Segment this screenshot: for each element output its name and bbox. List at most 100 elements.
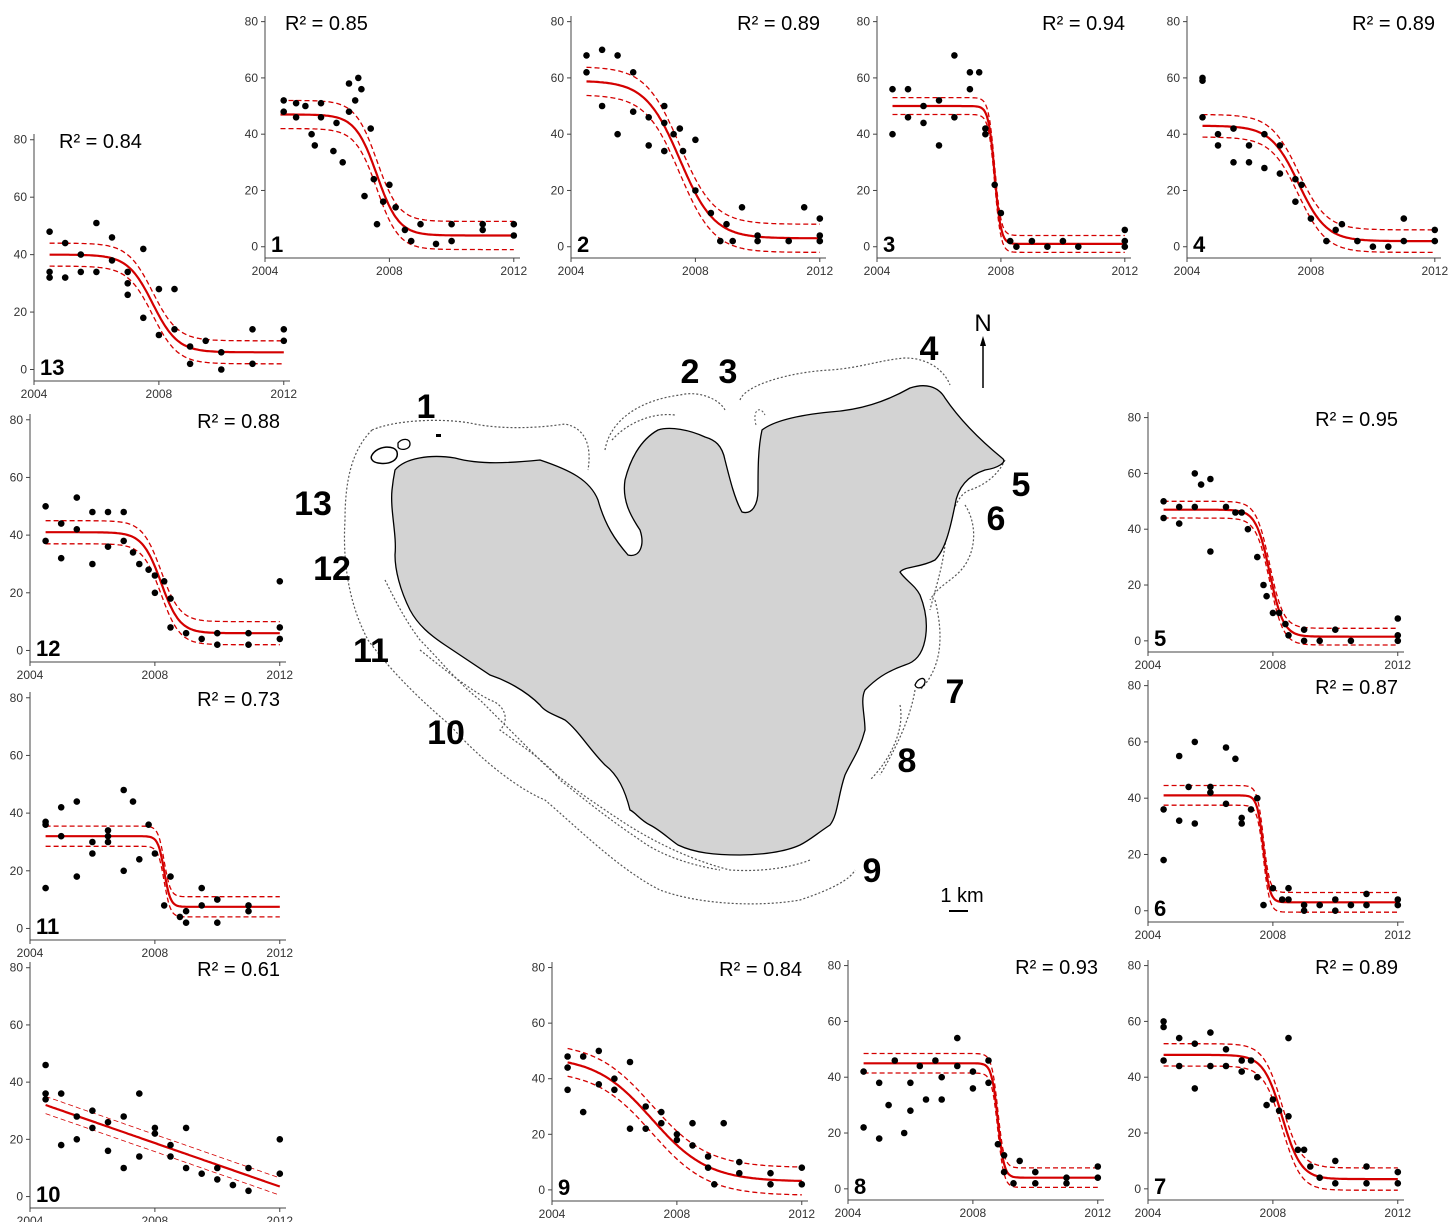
panel-site-8: 0 20 40 60 80 2004 2008 2012 R² = 0.93 8 — [828, 957, 1112, 1220]
data-point — [1347, 637, 1355, 645]
data-point — [171, 326, 178, 333]
map-site-label-11: 11 — [353, 632, 389, 670]
data-point — [689, 1119, 696, 1127]
data-point — [1254, 1073, 1261, 1081]
data-point — [991, 181, 998, 189]
data-point — [167, 624, 174, 631]
data-point — [214, 1164, 221, 1172]
data-point — [985, 1057, 992, 1064]
data-point — [692, 187, 699, 194]
y-tick-label: 40 — [551, 127, 565, 141]
data-point — [276, 578, 284, 585]
data-point — [160, 578, 168, 585]
data-point — [1199, 114, 1206, 121]
y-tick-label: 80 — [14, 133, 28, 147]
data-point — [907, 1107, 914, 1114]
data-point — [785, 237, 792, 245]
y-tick-label: 20 — [14, 305, 28, 319]
data-point — [1285, 1113, 1292, 1120]
fit-line — [1163, 508, 1398, 638]
data-point — [214, 896, 221, 903]
confidence-upper — [586, 66, 820, 225]
data-point — [611, 1086, 618, 1094]
data-point — [182, 919, 190, 926]
fit-line — [45, 531, 280, 635]
data-point — [723, 220, 730, 228]
y-tick-label: 60 — [1167, 71, 1181, 85]
data-point — [658, 1119, 665, 1127]
y-tick-label: 60 — [10, 1018, 24, 1032]
confidence-lower — [45, 543, 280, 646]
data-point — [889, 130, 896, 138]
data-point — [1261, 164, 1268, 172]
data-point — [767, 1169, 774, 1177]
data-point — [57, 804, 65, 811]
site-number: 4 — [1193, 232, 1206, 257]
data-point — [626, 1058, 634, 1066]
data-point — [176, 913, 184, 921]
data-point — [202, 337, 209, 345]
data-point — [42, 503, 49, 510]
data-point — [214, 629, 221, 637]
data-point — [1160, 498, 1167, 505]
fit-line — [1163, 1053, 1398, 1181]
map-site-label-2: 2 — [681, 353, 700, 391]
data-point — [1431, 226, 1439, 234]
data-point — [89, 560, 96, 568]
data-point — [167, 873, 174, 880]
x-tick-label: 2008 — [146, 387, 173, 401]
data-point — [907, 1079, 914, 1087]
r2-label: R² = 0.84 — [719, 959, 802, 981]
data-point — [629, 69, 637, 76]
data-point — [982, 125, 989, 132]
data-point — [155, 331, 163, 339]
data-point — [1245, 142, 1253, 149]
data-point — [1160, 1018, 1167, 1025]
r2-label: R² = 0.89 — [1315, 957, 1398, 979]
r2-label: R² = 0.95 — [1315, 409, 1398, 431]
y-tick-label: 80 — [10, 961, 24, 975]
y-tick-label: 60 — [10, 748, 24, 762]
data-point — [1394, 1168, 1402, 1176]
data-point — [985, 1079, 992, 1087]
data-point — [816, 215, 824, 222]
data-point — [160, 902, 168, 909]
data-point — [198, 1170, 205, 1177]
site-number: 10 — [36, 1182, 60, 1207]
data-point — [1238, 1068, 1245, 1075]
x-tick-label: 2004 — [1135, 928, 1162, 942]
inner-boundary-west — [384, 579, 811, 872]
y-tick-label: 20 — [10, 1132, 24, 1146]
data-point — [676, 125, 684, 132]
data-point — [935, 97, 943, 104]
y-tick-label: 0 — [1134, 634, 1141, 648]
data-point — [645, 114, 652, 121]
data-point — [104, 832, 112, 840]
data-point — [218, 366, 225, 373]
data-point — [1300, 901, 1308, 909]
data-point — [1207, 1062, 1214, 1070]
data-point — [167, 595, 174, 602]
data-point — [140, 314, 147, 322]
data-point — [1332, 1180, 1339, 1187]
confidence-upper — [45, 1096, 280, 1179]
r2-label: R² = 0.88 — [197, 411, 280, 433]
data-point — [1063, 1180, 1070, 1187]
data-point — [1316, 1174, 1323, 1181]
data-point — [564, 1086, 571, 1094]
data-point — [1232, 755, 1239, 763]
data-point — [1275, 1107, 1283, 1114]
data-point — [1222, 1062, 1230, 1070]
data-point — [1269, 884, 1277, 892]
y-tick-label: 20 — [1128, 1126, 1142, 1140]
data-point — [1175, 752, 1183, 760]
y-tick-label: 20 — [532, 1127, 546, 1141]
data-point — [1160, 806, 1167, 813]
data-point — [738, 204, 746, 211]
fit-line — [45, 835, 280, 908]
data-point — [1316, 901, 1323, 909]
confidence-upper — [280, 99, 514, 223]
data-point — [345, 80, 353, 87]
data-point — [1332, 226, 1339, 234]
confidence-lower — [1163, 517, 1398, 646]
